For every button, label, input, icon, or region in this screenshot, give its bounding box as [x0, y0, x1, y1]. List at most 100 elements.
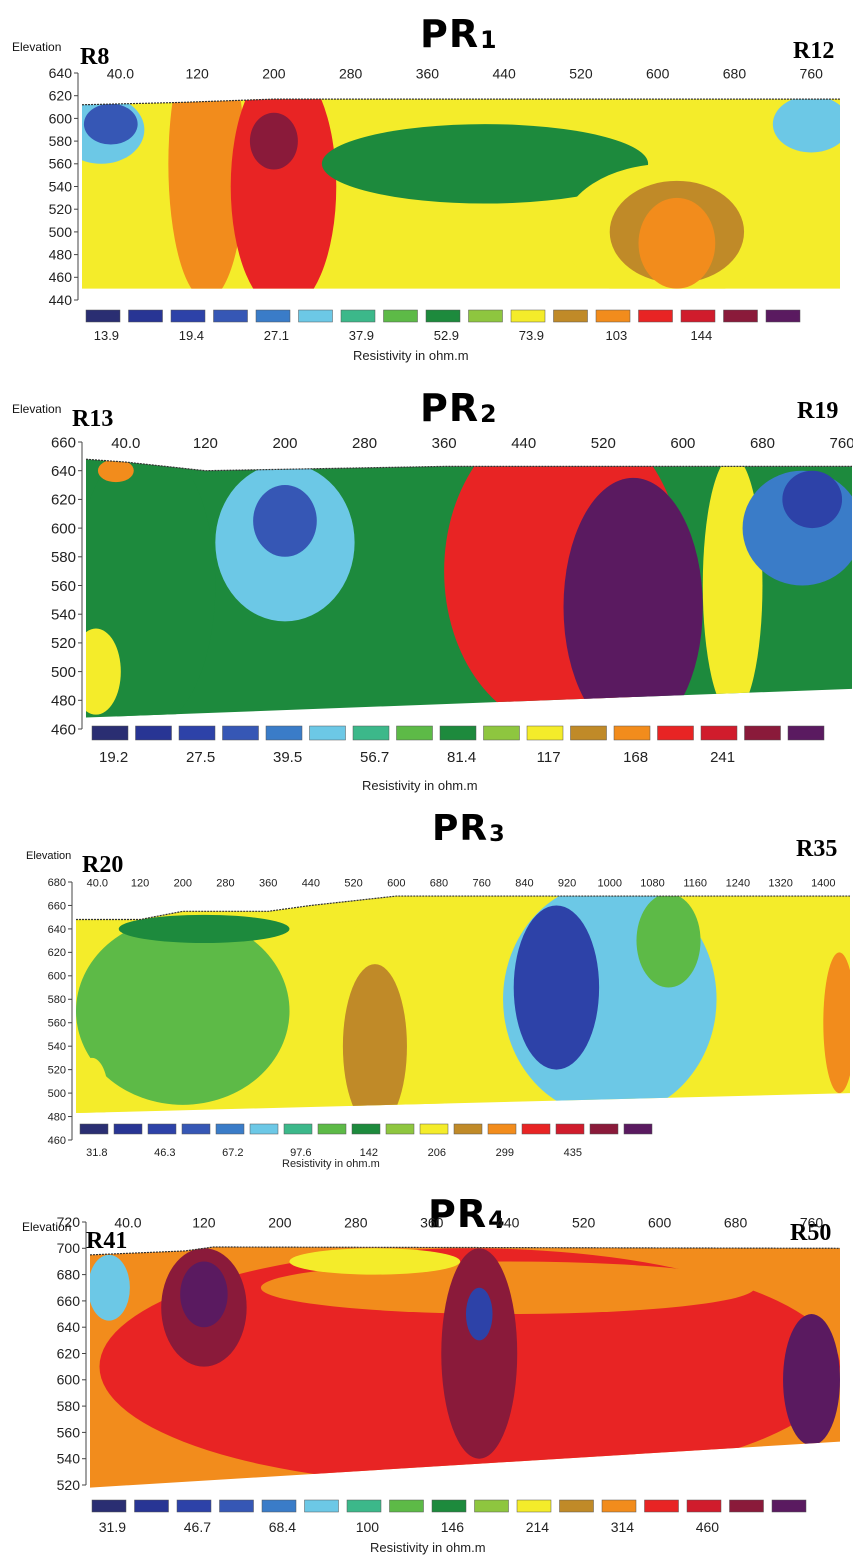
x-tick-label: 280: [352, 435, 377, 452]
x-tick-label: 680: [750, 435, 775, 452]
legend-swatch: [135, 725, 172, 741]
legend-swatch: [468, 309, 503, 323]
x-tick-label: 440: [511, 435, 536, 452]
resistivity-zone: [83, 103, 138, 145]
y-tick-label: 620: [48, 947, 66, 959]
profile-panel-4: PR4 Elevation R41 R50 720 700 680 660 640 620…: [0, 1190, 853, 1557]
legend-swatch: [453, 1123, 483, 1135]
x-tick-label: 600: [387, 877, 405, 889]
x-tick-label: 760: [800, 66, 824, 82]
x-tick-label: 680: [724, 1215, 748, 1231]
legend-swatch: [657, 725, 694, 741]
y-tick-label: 640: [49, 65, 73, 81]
y-tick-label: 580: [57, 1398, 81, 1414]
x-tick-label: 520: [572, 1215, 596, 1231]
y-tick-label: 640: [51, 463, 76, 480]
x-tick-label: 1160: [683, 877, 707, 889]
legend-swatch: [176, 1499, 212, 1513]
legend-swatch: [352, 725, 390, 741]
x-tick-label: 120: [193, 435, 218, 452]
y-tick-label: 660: [51, 434, 76, 451]
profile-title: PR2: [420, 386, 498, 430]
y-tick-label: 700: [57, 1240, 81, 1256]
legend-swatch: [113, 1123, 143, 1135]
resistivity-zone: [289, 1248, 461, 1275]
resistivity-zone: [342, 964, 407, 1114]
resistivity-zone: [249, 112, 298, 170]
y-tick-label: 600: [57, 1372, 81, 1388]
legend-value-label: 68.4: [269, 1519, 296, 1535]
left-station-label: R41: [86, 1228, 128, 1254]
y-tick-label: 500: [51, 664, 76, 681]
resistivity-zone: [97, 459, 134, 483]
legend-swatch: [555, 1123, 585, 1135]
y-tick-label: 500: [48, 1088, 66, 1100]
legend-swatch: [613, 725, 651, 741]
x-tick-label: 760: [473, 877, 491, 889]
resistivity-zone: [168, 99, 246, 289]
legend-swatch: [304, 1499, 339, 1513]
legend-swatch: [396, 725, 433, 741]
profile-panel-1: PR1 Elevation R8 R12 640 620 600 580 560 540 5…: [0, 0, 853, 370]
legend-value-label: 37.9: [349, 328, 374, 343]
y-tick-label: 480: [49, 247, 73, 263]
x-tick-label: 680: [723, 66, 747, 82]
legend-value-label: 52.9: [434, 328, 459, 343]
resistivity-zone: [563, 477, 703, 718]
x-tick-label: 280: [344, 1215, 368, 1231]
y-tick-label: 540: [49, 178, 73, 194]
right-station-label: R19: [797, 398, 839, 424]
legend-swatch: [91, 1499, 127, 1513]
y-tick-label: 540: [51, 606, 76, 623]
legend-swatch: [487, 1123, 517, 1135]
x-tick-label: 40.0: [87, 877, 108, 889]
resistivity-zone: [513, 905, 600, 1070]
right-station-label: R50: [790, 1220, 832, 1246]
y-tick-label: 620: [49, 88, 73, 104]
y-tick-label: 580: [51, 549, 76, 566]
x-tick-label: 280: [339, 66, 363, 82]
x-tick-label: 1000: [598, 877, 622, 889]
y-tick-label: 620: [51, 492, 76, 509]
y-tick-label: 600: [51, 520, 76, 537]
x-tick-label: 40.0: [114, 1215, 141, 1231]
legend-swatch: [553, 309, 588, 323]
section-fill: [82, 99, 840, 289]
y-tick-label: 620: [57, 1345, 81, 1361]
y-tick-label: 640: [48, 924, 66, 936]
y-tick-label: 580: [49, 133, 73, 149]
legend-swatch: [439, 725, 477, 741]
legend-value-label: 67.2: [222, 1147, 243, 1159]
legend-swatch: [298, 309, 333, 323]
legend-swatch: [723, 309, 758, 323]
x-tick-label: 520: [344, 877, 362, 889]
y-tick-label: 520: [51, 635, 76, 652]
legend-swatch: [85, 309, 121, 323]
x-tick-label: 200: [174, 877, 192, 889]
legend-caption: Resistivity in ohm.m: [370, 1540, 486, 1555]
resistivity-section-plot: 680 660 640 620 600 580 560 540 520 500 480 460 40.0…: [48, 877, 850, 1159]
legend-value-label: 19.2: [99, 749, 128, 766]
elevation-axis-label: Elevation: [26, 850, 72, 862]
resistivity-zone: [180, 1261, 228, 1328]
legend-swatch: [255, 309, 291, 323]
x-tick-label: 920: [558, 877, 576, 889]
x-tick-label: 280: [216, 877, 234, 889]
legend-value-label: 460: [696, 1519, 720, 1535]
legend-caption: Resistivity in ohm.m: [282, 1158, 380, 1170]
legend-swatch: [638, 309, 673, 323]
resistivity-zone: [86, 628, 121, 715]
legend-swatch: [346, 1499, 382, 1513]
resistivity-zone: [76, 917, 290, 1105]
legend-swatch: [644, 1499, 679, 1513]
legend-swatch: [134, 1499, 169, 1513]
legend-swatch: [385, 1123, 415, 1135]
legend-swatch: [317, 1123, 347, 1135]
y-tick-label: 460: [48, 1135, 66, 1147]
legend-caption: Resistivity in ohm.m: [362, 778, 478, 793]
surface-line: [89, 1246, 841, 1256]
legend-swatch: [601, 1499, 637, 1513]
x-tick-label: 440: [492, 66, 516, 82]
resistivity-zone: [90, 1254, 130, 1321]
section-fill: [90, 1246, 840, 1488]
